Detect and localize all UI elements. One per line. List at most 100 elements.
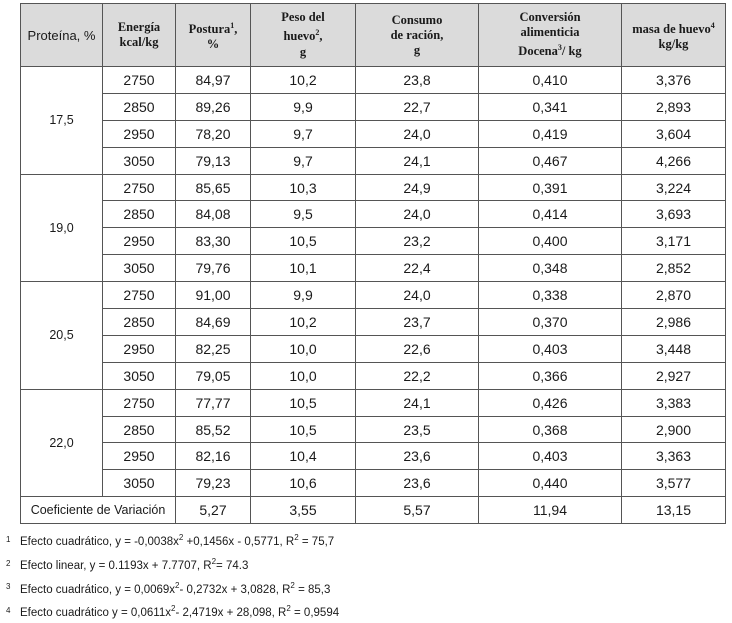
egg-mass-cell: 4,266 (621, 146, 726, 175)
conversion-cell: 0,348 (478, 254, 622, 283)
footnote-sup2: 2 (290, 580, 295, 590)
protein-cell: 20,5 (20, 281, 103, 390)
egg-weight-cell: 10,5 (250, 388, 356, 417)
header-protein: Proteína, % (20, 3, 103, 67)
egg-weight-cell: 9,7 (250, 146, 356, 175)
header-egg-mass: masa de huevo4 kg/kg (621, 3, 726, 67)
footnote: 2 Efecto linear, y = 0.1193x + 7.7707, R2… (6, 552, 339, 576)
table-row: 2850 84,08 9,5 24,0 0,414 3,693 (21, 200, 726, 229)
laying-cell: 85,52 (175, 415, 251, 444)
conversion-cell: 0,368 (478, 415, 622, 444)
footnote: 4 Efecto cuadrático y = 0,0611x2- 2,4719x… (6, 599, 339, 623)
egg-weight-cell: 9,9 (250, 281, 356, 310)
footnote-mid: +0,1456x - 0,5771, R (183, 535, 295, 548)
egg-weight-cell: 10,2 (250, 66, 356, 94)
egg-mass-cell: 2,986 (621, 308, 726, 336)
energy-cell: 2950 (102, 119, 176, 148)
laying-cell: 84,69 (175, 308, 251, 336)
table-row: 2850 89,26 9,9 22,7 0,341 2,893 (21, 92, 726, 121)
footnote-sup1: 2 (175, 580, 180, 590)
energy-cell: 2750 (102, 281, 176, 310)
footnote-num: 4 (6, 606, 11, 616)
footnote: 3 Efecto cuadrático, y = 0,0069x2- 0,2732… (6, 576, 339, 600)
conversion-cell: 0,341 (478, 92, 622, 121)
intake-cell: 23,8 (355, 66, 479, 94)
conversion-cell: 0,338 (478, 281, 622, 310)
energy-cell: 2850 (102, 308, 176, 336)
energy-cell: 2850 (102, 415, 176, 444)
cv-laying-cell: 5,27 (175, 496, 251, 525)
table-body: 17,5 2750 84,97 10,2 23,8 0,410 3,376 2850 89,26… (20, 66, 726, 525)
laying-cell: 79,23 (175, 469, 251, 498)
cv-conversion-cell: 11,94 (478, 496, 622, 525)
laying-cell: 78,20 (175, 119, 251, 148)
intake-cell: 22,2 (355, 361, 479, 390)
conversion-cell: 0,366 (478, 361, 622, 390)
egg-weight-cell: 10,4 (250, 442, 356, 471)
egg-mass-cell: 2,900 (621, 415, 726, 444)
conversion-cell: 0,403 (478, 442, 622, 471)
cv-row: Coeficiente de Variación 5,27 3,55 5,57 11,9… (20, 496, 726, 525)
conversion-cell: 0,440 (478, 469, 622, 498)
intake-cell: 23,2 (355, 227, 479, 256)
table-row: 17,5 2750 84,97 10,2 23,8 0,410 3,376 (20, 66, 726, 175)
protein-cell: 22,0 (20, 388, 103, 498)
egg-mass-cell: 3,604 (621, 119, 726, 148)
laying-cell: 79,76 (175, 254, 251, 283)
egg-mass-cell: 2,870 (621, 281, 726, 310)
footnote: 1 Efecto cuadrático, y = -0,0038x2 +0,145… (6, 528, 339, 552)
cv-egg-mass-cell: 13,15 (621, 496, 726, 525)
footnote-post: = 75,7 (298, 535, 335, 548)
egg-weight-cell: 10,5 (250, 227, 356, 256)
egg-weight-cell: 10,6 (250, 469, 356, 498)
energy-cell: 2950 (102, 227, 176, 256)
egg-mass-cell: 3,363 (621, 442, 726, 471)
laying-cell: 79,05 (175, 361, 251, 390)
egg-mass-cell: 3,693 (621, 200, 726, 229)
egg-mass-cell: 3,376 (621, 66, 726, 94)
table-row: 3050 79,23 10,6 23,6 0,440 3,577 (21, 469, 726, 498)
header-laying: Postura1,% (175, 3, 251, 67)
energy-cell: 2950 (102, 334, 176, 363)
intake-cell: 24,0 (355, 119, 479, 148)
laying-cell: 84,97 (175, 66, 251, 94)
intake-cell: 22,7 (355, 92, 479, 121)
egg-weight-cell: 10,3 (250, 173, 356, 202)
egg-weight-cell: 9,9 (250, 92, 356, 121)
laying-cell: 82,16 (175, 442, 251, 471)
footnote-pre: Efecto linear, y = 0.1193x + 7.7707, R (20, 559, 212, 572)
laying-cell: 89,26 (175, 92, 251, 121)
intake-cell: 23,7 (355, 308, 479, 336)
footnote-num: 3 (6, 582, 11, 592)
energy-cell: 2850 (102, 92, 176, 121)
footnote-sup1: 2 (211, 556, 217, 566)
intake-cell: 22,6 (355, 334, 479, 363)
table-row: 22,0 2750 77,77 10,5 24,1 0,426 3,383 (20, 388, 726, 498)
egg-mass-cell: 2,852 (621, 254, 726, 283)
energy-cell: 2850 (102, 200, 176, 229)
cv-egg-weight-cell: 3,55 (250, 496, 356, 525)
energy-cell: 2750 (102, 173, 176, 202)
egg-mass-cell: 3,224 (621, 173, 726, 202)
table-row: 20,5 2750 91,00 9,9 24,0 0,338 2,870 (20, 281, 726, 390)
energy-cell: 2750 (102, 388, 176, 417)
footnote-num: 1 (6, 534, 11, 544)
laying-cell: 82,25 (175, 334, 251, 363)
laying-cell: 79,13 (175, 146, 251, 175)
table-row: 2850 85,52 10,5 23,5 0,368 2,900 (21, 415, 726, 444)
header-energy: Energía kcal/kg (102, 3, 176, 67)
egg-weight-cell: 10,1 (250, 254, 356, 283)
header-conversion: Conversión alimenticia Docena3/ kg (478, 3, 622, 67)
footnote-num: 2 (6, 558, 11, 568)
egg-weight-cell: 10,0 (250, 334, 356, 363)
laying-cell: 91,00 (175, 281, 251, 310)
footnote-post: = 74.3 (216, 559, 249, 572)
egg-weight-cell: 10,2 (250, 308, 356, 336)
footnote-sup2: 2 (294, 533, 299, 542)
conversion-cell: 0,370 (478, 308, 622, 336)
footnote-pre: Efecto cuadrático, y = 0,0069x (20, 583, 176, 596)
energy-cell: 3050 (102, 469, 176, 498)
egg-weight-cell: 9,5 (250, 200, 356, 229)
table-row: 3050 79,13 9,7 24,1 0,467 4,266 (21, 146, 726, 175)
header-intake: Consumo de ración, g (355, 3, 479, 67)
